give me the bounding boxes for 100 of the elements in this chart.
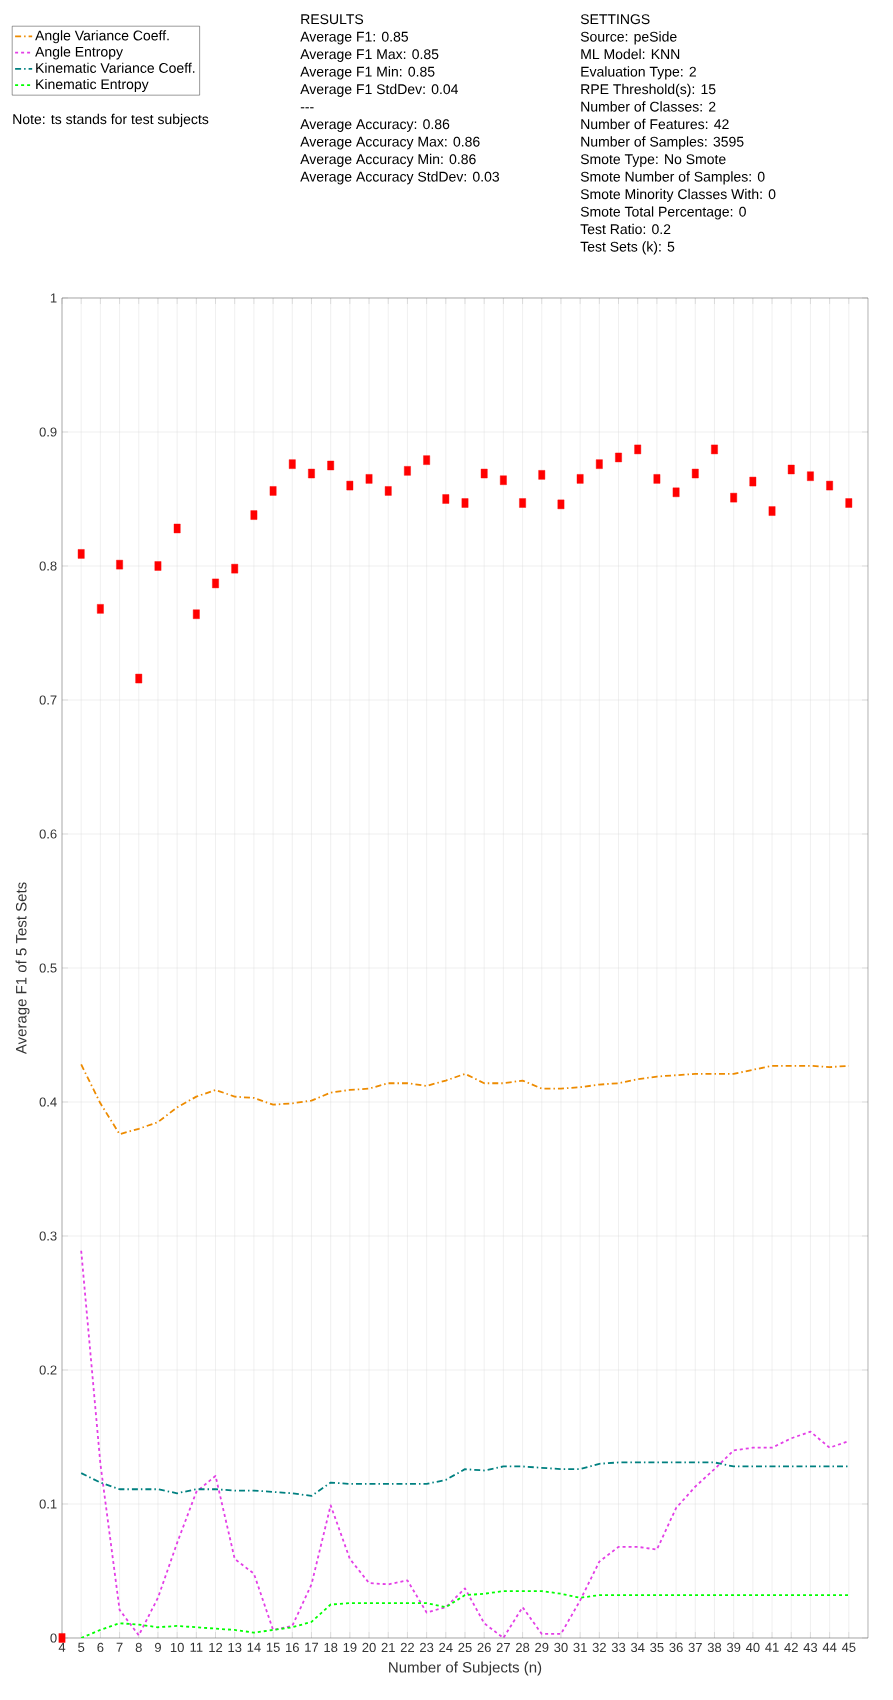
text: Average Accuracy: 0.86: [300, 119, 450, 132]
source-note: Source: peSide: [580, 31, 677, 45]
line-series: [80, 1249, 850, 1638]
legend-label: Angle Variance Coeff.: [35, 30, 169, 44]
x-tick-label: 22: [400, 1642, 414, 1652]
point: [768, 506, 776, 516]
point: [595, 459, 603, 469]
y-tick-label: 0.3: [39, 1231, 57, 1241]
y-tick-label: 0.8: [39, 561, 57, 571]
x-tick-label: 12: [209, 1642, 223, 1652]
x-tick-label: 26: [477, 1642, 491, 1653]
point: [787, 464, 795, 475]
point: [442, 494, 450, 504]
text: Smote Total Percentage: 0: [580, 206, 746, 220]
point: [653, 474, 661, 484]
point: [77, 549, 85, 559]
point: [327, 460, 335, 471]
point: [58, 1633, 66, 1643]
x-tick-label: 29: [535, 1642, 549, 1653]
x-tick-label: 6: [97, 1642, 104, 1653]
x-tick-label: 4: [58, 1642, 66, 1652]
text: RESULTS: [301, 14, 364, 25]
point: [231, 563, 239, 574]
x-tick-label: 30: [554, 1642, 568, 1653]
point: [250, 510, 258, 520]
point: [97, 604, 104, 614]
x-tick-label: 15: [266, 1642, 280, 1652]
point: [691, 468, 699, 479]
text: Average Accuracy StdDev: 0.03: [300, 171, 500, 185]
text: Smote Type: No Smote: [580, 154, 726, 167]
point: [346, 480, 354, 491]
point: [730, 492, 738, 503]
text: Number of Features: 42: [581, 118, 729, 130]
point: [423, 455, 430, 465]
text: ---: [300, 107, 314, 109]
x-tick-label: 10: [170, 1642, 184, 1653]
y-tick-label: 0.9: [39, 427, 57, 437]
y-tick-label: 0: [50, 1633, 57, 1643]
x-axis-title: Number of Subjects (n): [389, 1661, 542, 1676]
text: Note: ts stands for test subjects: [13, 113, 209, 127]
x-tick-label: 32: [592, 1642, 606, 1653]
x-tick-label: 39: [726, 1642, 741, 1653]
point: [404, 466, 411, 476]
text: Average Accuracy Max: 0.86: [300, 136, 480, 150]
x-tick-label: 36: [669, 1642, 683, 1653]
text: Evaluation Type: 2: [581, 66, 696, 80]
point: [365, 474, 373, 484]
point: [538, 470, 546, 480]
text: Test Ratio: 0.2: [580, 223, 671, 235]
point: [807, 471, 814, 481]
point: [269, 486, 277, 496]
x-tick-label: 41: [765, 1642, 779, 1652]
y-axis-title: Average F1 of 5 Test Sets: [15, 882, 30, 1055]
point: [576, 474, 584, 484]
x-tick-label: 17: [305, 1642, 319, 1652]
x-tick-label: 20: [362, 1642, 376, 1653]
x-tick-label: 25: [458, 1642, 472, 1653]
x-tick-label: 43: [803, 1642, 818, 1653]
legend-label: Kinematic Variance Coeff.: [36, 62, 195, 73]
point: [749, 476, 757, 487]
x-tick-label: 23: [420, 1642, 434, 1653]
point: [135, 673, 143, 684]
point: [500, 475, 507, 485]
point: [288, 459, 296, 469]
x-tick-label: 11: [190, 1642, 203, 1652]
x-tick-label: 5: [78, 1642, 85, 1652]
y-tick-label: 0.5: [39, 963, 57, 973]
x-tick-label: 45: [841, 1642, 856, 1652]
x-tick-label: 38: [707, 1642, 722, 1653]
point: [634, 444, 642, 455]
text: ML Model: KNN: [581, 48, 680, 60]
x-tick-label: 24: [439, 1642, 453, 1652]
x-tick-label: 7: [116, 1642, 123, 1652]
y-tick-label: 0.4: [39, 1097, 57, 1107]
x-tick-label: 44: [822, 1642, 837, 1652]
text: Number of Samples: 3595: [581, 136, 744, 150]
legend-label: Angle Entropy: [35, 46, 123, 60]
text: Smote Number of Samples: 0: [580, 171, 765, 185]
point: [192, 609, 200, 619]
x-tick-label: 16: [286, 1642, 299, 1653]
point: [845, 498, 853, 508]
y-tick-label: 0.7: [39, 695, 57, 705]
point: [480, 468, 488, 479]
y-tick-label: 0.1: [39, 1499, 57, 1509]
text: Average Accuracy Min: 0.86: [300, 153, 476, 167]
x-tick-label: 19: [343, 1642, 357, 1653]
x-tick-label: 40: [745, 1642, 760, 1653]
point: [557, 499, 565, 510]
x-tick-label: 34: [630, 1642, 645, 1653]
text: Average F1 StdDev: 0.04: [300, 83, 459, 97]
x-tick-label: 8: [135, 1642, 142, 1653]
y-tick-label: 0.2: [39, 1365, 57, 1375]
x-tick-label: 33: [611, 1642, 626, 1653]
text: SETTINGS: [580, 14, 650, 25]
text: Average F1 Min: 0.85: [300, 66, 435, 80]
point: [519, 498, 526, 508]
y-tick-label: 0.6: [39, 829, 57, 839]
x-tick-label: 42: [784, 1642, 798, 1652]
point: [384, 486, 392, 496]
y-tick-label: 1: [50, 293, 57, 303]
